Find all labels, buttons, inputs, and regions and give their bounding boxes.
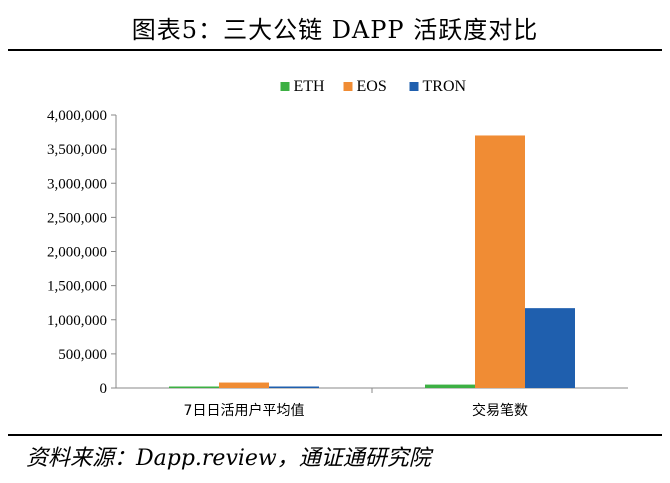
bar-eos-1 [475, 135, 525, 388]
x-category-label: 7日日活用户平均值 [184, 402, 305, 419]
source-rule [8, 434, 662, 436]
bar-eth-1 [425, 384, 475, 388]
y-tick-label: 1,500,000 [47, 279, 107, 295]
y-axis: 0 500,000 1,000,000 1,500,000 2,000,000 2,500… [47, 108, 117, 397]
y-tick-label: 3,000,000 [47, 176, 107, 192]
legend-label-eth: ETH [294, 78, 326, 95]
legend-label-eos: EOS [357, 78, 387, 95]
y-tick-label: 500,000 [58, 347, 107, 363]
legend-label-tron: TRON [423, 78, 467, 95]
title-rule [8, 49, 662, 51]
chart-legend: ETH EOS TRON [280, 78, 467, 95]
legend-swatch-tron [409, 82, 419, 91]
bar-tron-1 [525, 308, 575, 388]
legend-swatch-eth [280, 82, 290, 91]
figure-title: 图表5：三大公链 DAPP 活跃度对比 [131, 16, 539, 44]
bar-tron-0 [269, 386, 319, 388]
bar-eos-0 [219, 382, 269, 388]
x-category-label: 交易笔数 [472, 402, 528, 419]
y-tick-label: 1,000,000 [47, 313, 107, 329]
legend-swatch-eos [343, 82, 353, 91]
source-note: 资料来源：Dapp.review，通证通研究院 [26, 446, 431, 471]
y-tick-label: 2,000,000 [47, 245, 107, 261]
y-tick-label: 3,500,000 [47, 142, 107, 158]
y-tick-label: 0 [100, 381, 108, 397]
y-tick-label: 4,000,000 [47, 108, 107, 124]
bar-series [169, 135, 575, 388]
y-tick-label: 2,500,000 [47, 210, 107, 226]
bar-eth-0 [169, 386, 219, 388]
x-axis: 7日日活用户平均值 交易笔数 [116, 387, 628, 419]
